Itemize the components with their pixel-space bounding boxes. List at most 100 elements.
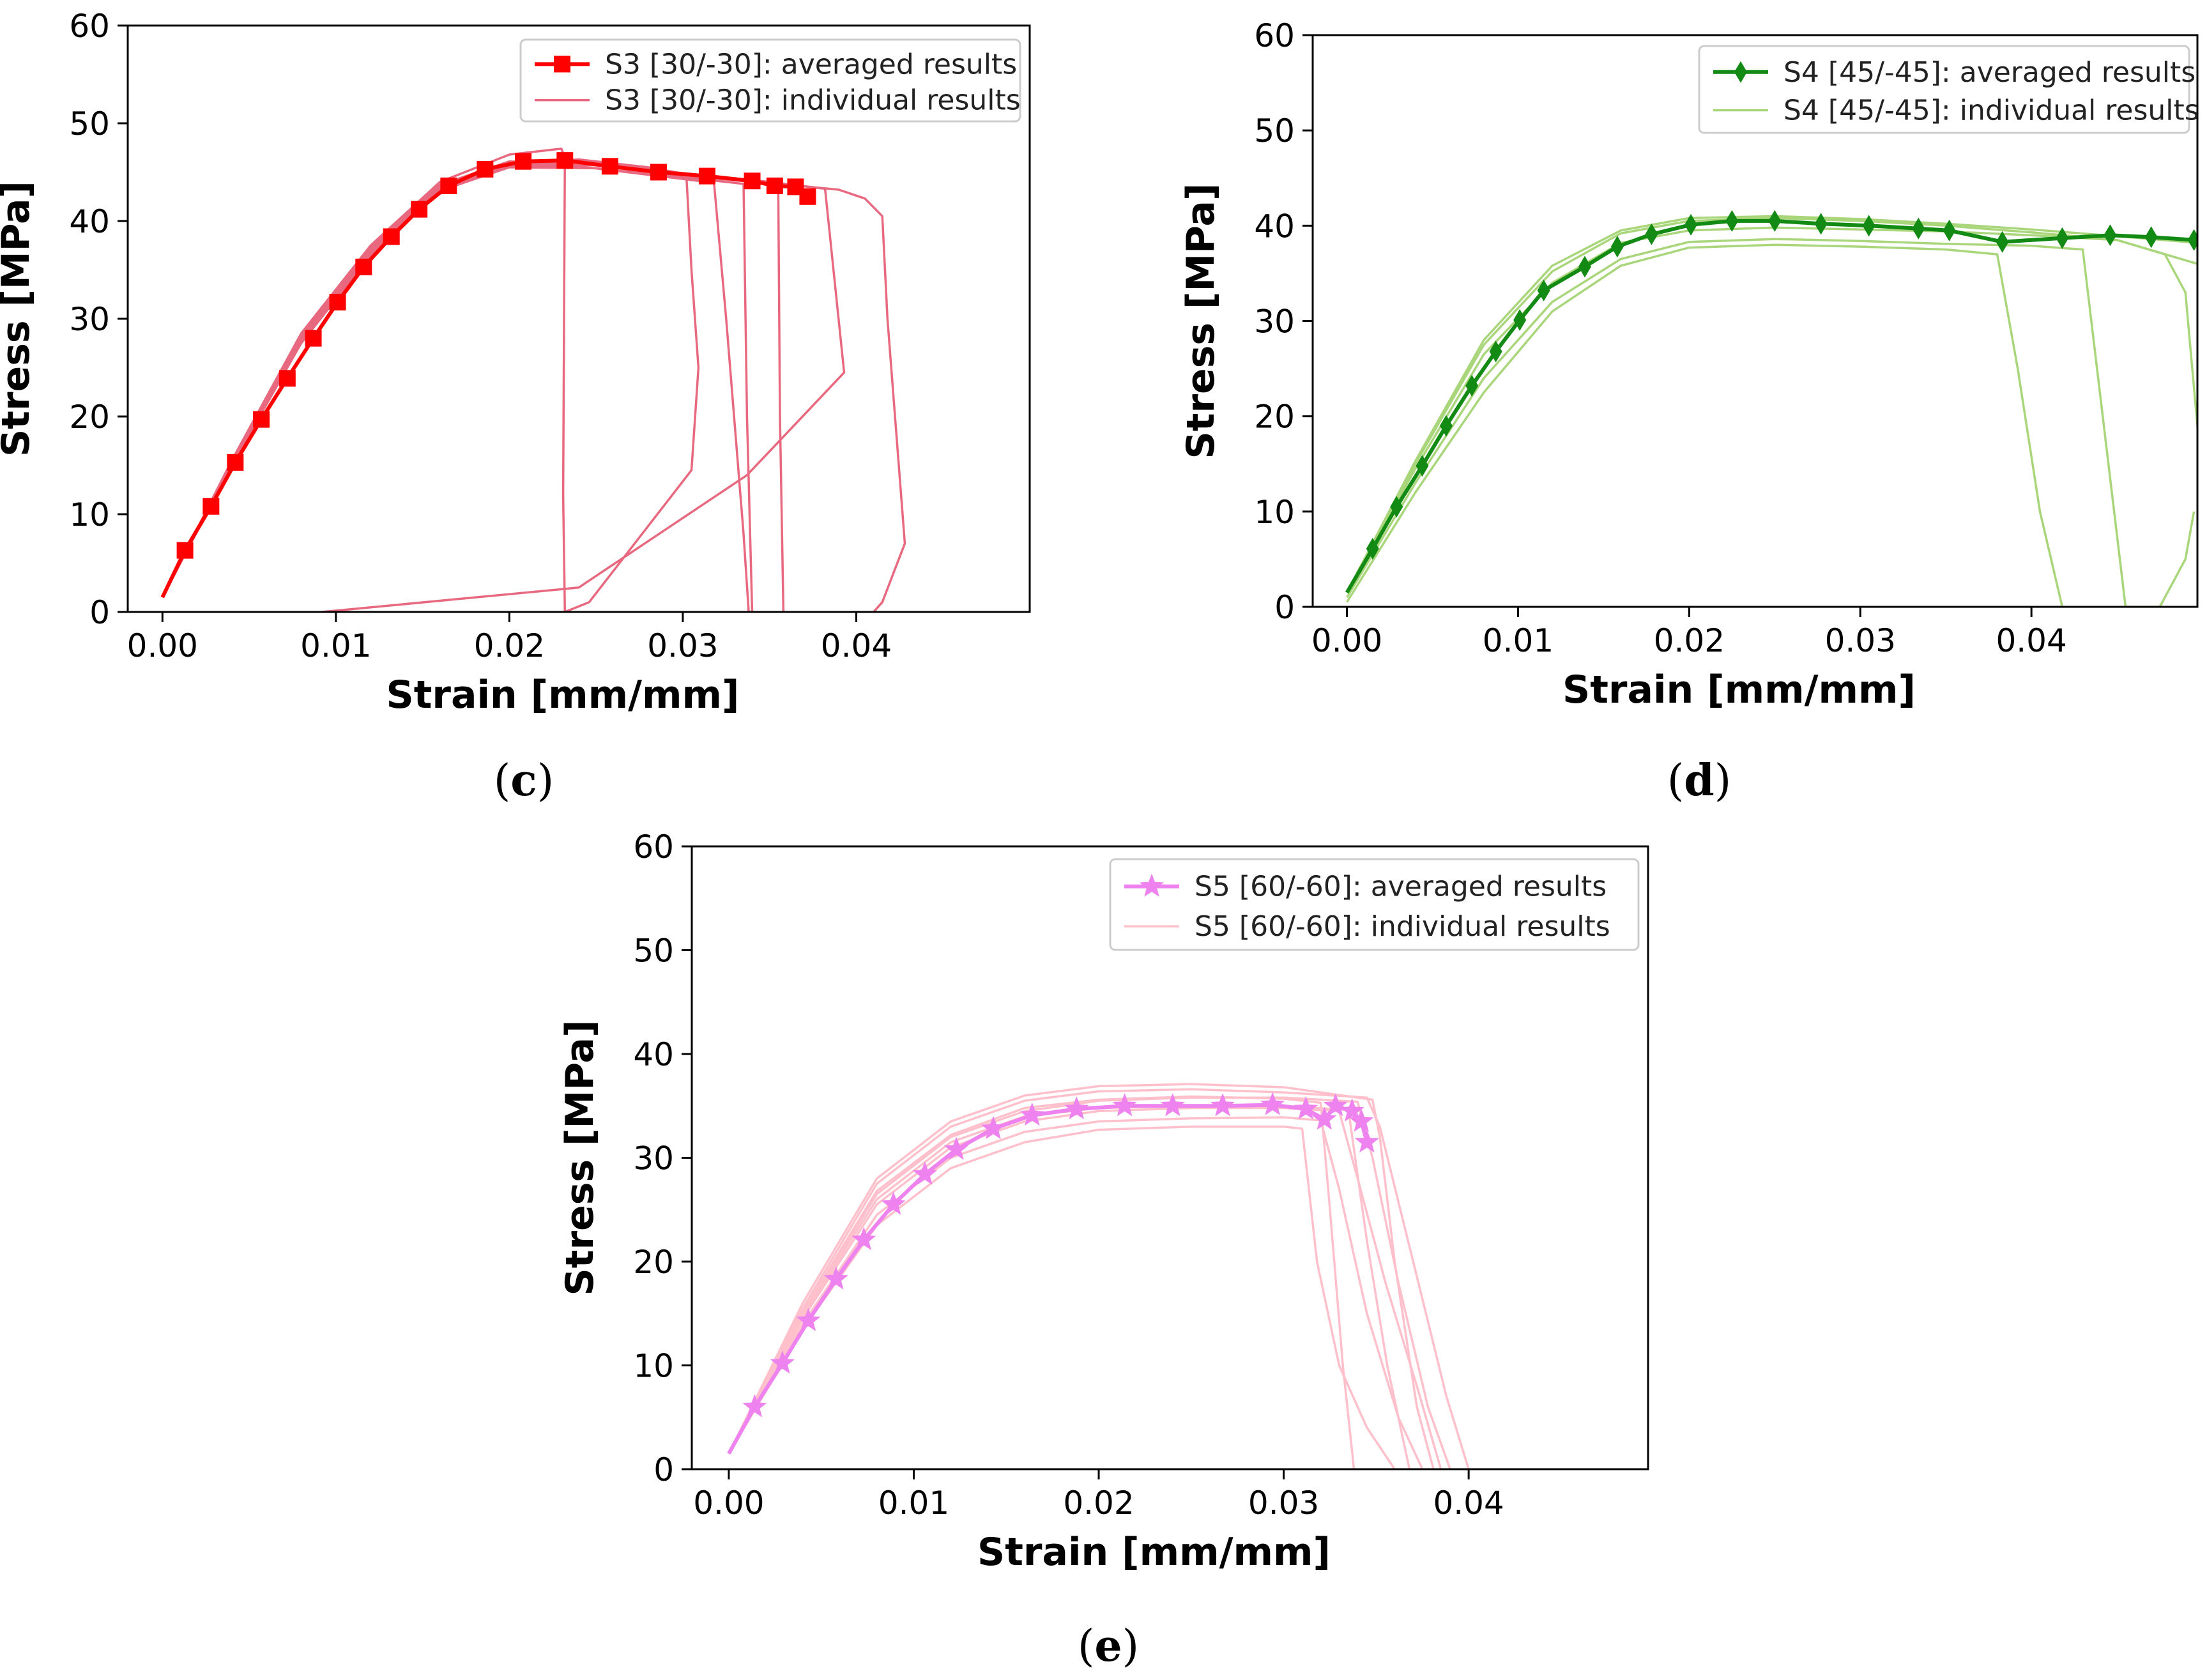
panel-e-average-marker — [742, 1394, 767, 1417]
panel-c-caption: (c) — [494, 755, 554, 806]
panel-e-caption-letter: e — [1094, 1621, 1122, 1672]
panel-e-y-tick-label: 10 — [633, 1348, 674, 1385]
panel-c-individual-line-1 — [161, 148, 567, 612]
panel-c-y-tick-label: 20 — [69, 399, 110, 436]
panel-d-x-tick-label: 0.00 — [1311, 622, 1382, 659]
panel-e-caption: (e) — [1078, 1621, 1139, 1672]
panel-c-average-marker — [799, 188, 816, 205]
panel-c-average-marker — [329, 293, 346, 310]
panel-e-average-marker — [770, 1350, 795, 1374]
panel-e-average-marker — [981, 1116, 1005, 1140]
panel-e-average-marker — [1019, 1102, 1044, 1126]
panel-d-x-tick-label: 0.02 — [1654, 622, 1725, 659]
panel-e-y-tick-label: 20 — [633, 1244, 674, 1281]
panel-e-plot-area — [727, 1083, 1470, 1469]
panel-e-x-tick-label: 0.04 — [1433, 1485, 1504, 1522]
panel-c-average-marker — [698, 167, 715, 185]
panel-e-legend-individual-label: S5 [60/-60]: individual results — [1195, 910, 1610, 943]
panel-d-individual-line-2 — [1346, 238, 2196, 607]
panel-d-average-marker — [1489, 340, 1502, 363]
panel-d-average-marker — [1996, 231, 2009, 253]
panel-c-y-tick-label: 60 — [69, 8, 110, 45]
panel-d-average-marker — [1814, 213, 1828, 235]
panel-d-average-marker — [1390, 496, 1403, 518]
panel-d-average-marker — [1416, 455, 1429, 477]
panel-c-average-marker — [601, 158, 618, 175]
panel-c-average-marker — [355, 258, 372, 275]
panel-c-x-tick-label: 0.02 — [474, 627, 545, 664]
panel-c-y-axis-title: Stress [MPa] — [0, 181, 38, 457]
panel-c-average-marker — [766, 177, 783, 194]
panel-d-average-marker — [1725, 210, 1739, 232]
panel-c-individual-line-4 — [161, 166, 754, 612]
panel-e-individual-line-5 — [728, 1088, 1470, 1469]
panel-e-x-tick-label: 0.02 — [1063, 1485, 1134, 1522]
panel-c-chart: 0.00 0.01 0.02 0.03 0.04 0 10 20 30 40 50 60 Strain … — [0, 8, 1031, 806]
panel-c-individual-line-6 — [161, 161, 846, 612]
panel-d-average-marker — [1465, 374, 1479, 397]
panel-d-average-marker — [1610, 236, 1624, 258]
panel-e-y-tick-label: 50 — [633, 933, 674, 970]
panel-c-average-marker — [515, 153, 532, 170]
panel-d-average-marker — [1537, 279, 1550, 302]
panel-d-average-marker — [1943, 219, 1956, 241]
panel-d-y-axis-title: Stress [MPa] — [1179, 183, 1223, 459]
panel-e-average-marker — [1354, 1129, 1379, 1153]
panel-d-average-marker — [1684, 213, 1698, 236]
panel-d-average-marker — [2187, 229, 2197, 251]
panel-c-y-tick-label: 10 — [69, 496, 110, 533]
panel-d-y-tick-label: 0 — [1274, 589, 1295, 626]
panel-e-x-tick-label: 0.00 — [693, 1485, 764, 1522]
panel-e-average-marker — [851, 1226, 876, 1251]
panel-c-x-tick-label: 0.00 — [127, 627, 198, 664]
panel-c-average-marker — [744, 172, 761, 190]
panel-e-individual-line-6 — [728, 1083, 1435, 1469]
panel-c-average-marker — [477, 160, 494, 178]
panel-c-average-marker — [556, 152, 574, 169]
panel-d-y-tick-label: 60 — [1254, 17, 1295, 54]
panel-e-average-marker — [912, 1161, 937, 1185]
panel-e-individual-line-1 — [728, 1126, 1396, 1469]
panel-e-average-marker — [881, 1191, 906, 1215]
panel-d-y-tick-label: 30 — [1254, 303, 1295, 340]
panel-d-average-marker — [1439, 415, 1453, 437]
panel-e-average-marker — [1160, 1093, 1185, 1117]
panel-d-legend-individual-label: S4 [45/-45]: individual results — [1783, 95, 2199, 127]
panel-c-average-marker — [383, 228, 400, 245]
panel-d-average-marker — [2144, 226, 2158, 248]
panel-d-legend-average-marker — [1734, 61, 1747, 83]
panel-d-average-marker — [1862, 215, 1875, 237]
panel-d-individual-line-1 — [1346, 243, 2064, 607]
panel-c-average-marker — [202, 498, 220, 515]
panel-e-average-marker — [1340, 1098, 1364, 1122]
panel-d-y-tick-label: 50 — [1254, 112, 1295, 149]
panel-c-legend-individual-label: S3 [30/-30]: individual results — [605, 84, 1021, 117]
panel-c-legend-box — [519, 38, 1021, 123]
panel-e-average-marker — [1294, 1096, 1318, 1120]
panel-d-average-marker — [2104, 224, 2117, 247]
panel-c-average-marker — [650, 164, 667, 181]
panel-e-average-marker — [944, 1136, 969, 1160]
panel-e-y-tick-label: 0 — [653, 1451, 674, 1488]
panel-e-average-marker — [1312, 1106, 1337, 1130]
panel-e-legend-average-marker — [1140, 873, 1164, 897]
panel-c-average-marker — [176, 542, 194, 559]
panel-d-average-marker — [1912, 217, 1925, 240]
panel-c-average-marker — [411, 201, 428, 218]
panel-e-average-marker — [1260, 1092, 1285, 1115]
panel-d-x-tick-label: 0.04 — [1996, 622, 2066, 659]
panel-c-average-marker — [440, 177, 457, 194]
panel-e-x-tick-label: 0.01 — [878, 1485, 949, 1522]
panel-e-y-tick-label: 60 — [633, 829, 674, 866]
panel-e-x-axis-title: Strain [mm/mm] — [977, 1530, 1331, 1575]
panel-d-legend: S4 [45/-45]: averaged results S4 [45/-45]… — [1698, 45, 2199, 134]
panel-c-x-tick-label: 0.03 — [647, 627, 718, 664]
panel-e-y-tick-label: 40 — [633, 1036, 674, 1073]
panel-c-y-tick-label: 0 — [89, 594, 110, 631]
panel-d-individual-line-3 — [1346, 226, 2197, 593]
panel-e-y-axis-title: Stress [MPa] — [558, 1020, 602, 1296]
panel-c-legend-average-label: S3 [30/-30]: averaged results — [605, 48, 1017, 80]
panel-d-average-marker — [1645, 223, 1658, 245]
panel-c-average-marker — [253, 411, 270, 428]
panel-e-chart: 0.00 0.01 0.02 0.03 0.04 0 10 20 30 40 50 60 Strain … — [558, 829, 1649, 1672]
